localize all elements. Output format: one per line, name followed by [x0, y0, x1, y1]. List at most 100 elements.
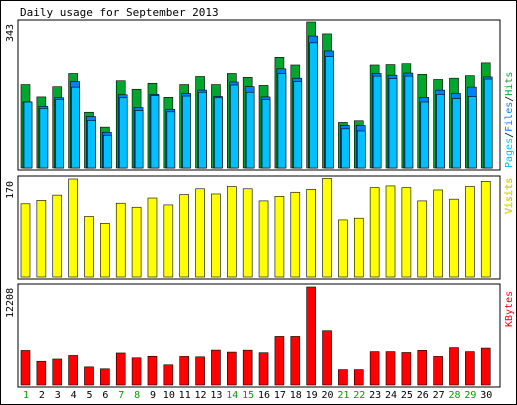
- visits-bar-5: [84, 216, 94, 278]
- kbytes-bar-30: [480, 347, 491, 386]
- day-label-23: 23: [369, 390, 381, 401]
- kbytes-bar-10: [163, 364, 174, 386]
- kbytes-bar-2: [36, 360, 47, 386]
- ylabel-files: Files: [504, 102, 515, 132]
- day-label-29: 29: [464, 390, 476, 401]
- day-label-1: 1: [23, 390, 29, 401]
- visits-bar-4: [68, 178, 78, 278]
- kbytes-bar-6: [100, 368, 110, 386]
- pages-bar-8: [134, 110, 144, 169]
- day-label-8: 8: [134, 390, 140, 401]
- chart-title: Daily usage for September 2013: [20, 6, 219, 19]
- kbytes-bar-1: [20, 350, 31, 386]
- pages-bar-29: [468, 96, 477, 169]
- pages-bar-22: [356, 130, 366, 169]
- pages-bar-27: [436, 94, 445, 169]
- kbytes-bar-23: [369, 351, 380, 386]
- kbytes-bar-22: [353, 369, 364, 386]
- pages-bar-5: [87, 120, 96, 169]
- day-label-25: 25: [401, 390, 413, 401]
- kbytes-bar-4: [68, 355, 78, 386]
- visits-bar-13: [211, 193, 221, 278]
- kbytes-bar-17: [274, 336, 285, 386]
- visits-bar-3: [52, 194, 63, 278]
- kbytes-bar-25: [401, 352, 412, 386]
- ylabel-hits: Hits: [504, 72, 515, 96]
- ylabel-pages: Pages: [504, 138, 515, 168]
- ylabel-sep-2: /: [504, 96, 515, 102]
- day-label-27: 27: [433, 390, 445, 401]
- visits-bar-29: [465, 186, 475, 278]
- visits-bar-18: [290, 191, 301, 278]
- day-label-18: 18: [290, 390, 302, 401]
- day-label-21: 21: [337, 390, 349, 401]
- visits-bar-26: [417, 200, 428, 278]
- hits-bars: [20, 21, 493, 169]
- day-label-3: 3: [55, 390, 61, 401]
- hits-ylabel: Pages/Files/Hits: [504, 72, 515, 168]
- visits-bar-14: [227, 186, 237, 278]
- pages-bar-6: [103, 134, 112, 169]
- kbytes-panel: 12208 KBytes: [5, 283, 515, 388]
- kbytes-ylabel: KBytes: [504, 291, 515, 327]
- pages-bar-19: [309, 42, 318, 169]
- day-label-6: 6: [102, 390, 108, 401]
- visits-bar-22: [353, 217, 364, 278]
- day-label-20: 20: [322, 390, 334, 401]
- day-label-13: 13: [210, 390, 222, 401]
- day-label-12: 12: [195, 390, 207, 401]
- kbytes-bar-18: [290, 336, 301, 386]
- day-label-22: 22: [353, 390, 365, 401]
- kbytes-max-label: 12208: [5, 288, 16, 318]
- visits-panel: 170 Visits: [5, 175, 515, 280]
- kbytes-bar-28: [449, 347, 459, 386]
- day-label-7: 7: [118, 390, 124, 401]
- day-label-24: 24: [385, 390, 397, 401]
- pages-bar-7: [118, 97, 128, 169]
- kbytes-bar-16: [258, 352, 269, 386]
- pages-bar-25: [404, 75, 414, 169]
- day-label-28: 28: [448, 390, 460, 401]
- pages-bar-10: [166, 111, 176, 169]
- visits-bar-20: [322, 178, 332, 278]
- kbytes-bar-21: [338, 369, 348, 386]
- kbytes-bar-12: [195, 356, 205, 386]
- visits-bar-15: [242, 188, 253, 278]
- visits-bar-6: [100, 223, 110, 278]
- pages-bar-24: [388, 78, 398, 169]
- pages-bar-26: [420, 101, 430, 169]
- kbytes-bar-15: [242, 349, 253, 386]
- kbytes-bar-24: [385, 351, 396, 386]
- day-label-17: 17: [274, 390, 286, 401]
- day-label-2: 2: [39, 390, 45, 401]
- pages-bar-30: [483, 78, 493, 169]
- kbytes-bar-14: [227, 351, 237, 386]
- pages-bar-11: [182, 95, 191, 169]
- visits-bar-7: [115, 202, 126, 278]
- pages-bar-15: [245, 91, 255, 169]
- kbytes-bars: [20, 286, 491, 386]
- visits-bar-24: [385, 185, 396, 278]
- visits-ylabel: Visits: [504, 178, 515, 214]
- pages-bar-17: [277, 73, 287, 169]
- kbytes-bar-3: [52, 358, 63, 386]
- day-label-16: 16: [258, 390, 270, 401]
- kbytes-bar-9: [147, 355, 158, 386]
- hits-max-label: 343: [5, 24, 16, 42]
- kbytes-bar-13: [211, 349, 221, 386]
- pages-bar-14: [230, 84, 239, 169]
- pages-bar-4: [71, 86, 80, 169]
- visits-bar-2: [36, 200, 47, 278]
- pages-bar-18: [293, 81, 303, 169]
- kbytes-bar-26: [417, 350, 428, 386]
- pages-bar-21: [341, 128, 350, 169]
- pages-bar-20: [325, 56, 334, 169]
- kbytes-bar-8: [131, 357, 142, 386]
- hits-panel: 343 Pages/Files/Hits: [5, 19, 515, 171]
- day-label-14: 14: [226, 390, 238, 401]
- visits-bar-11: [179, 194, 189, 278]
- kbytes-bar-5: [84, 366, 94, 386]
- visits-max-label: 170: [5, 181, 16, 199]
- kbytes-bar-27: [433, 356, 443, 386]
